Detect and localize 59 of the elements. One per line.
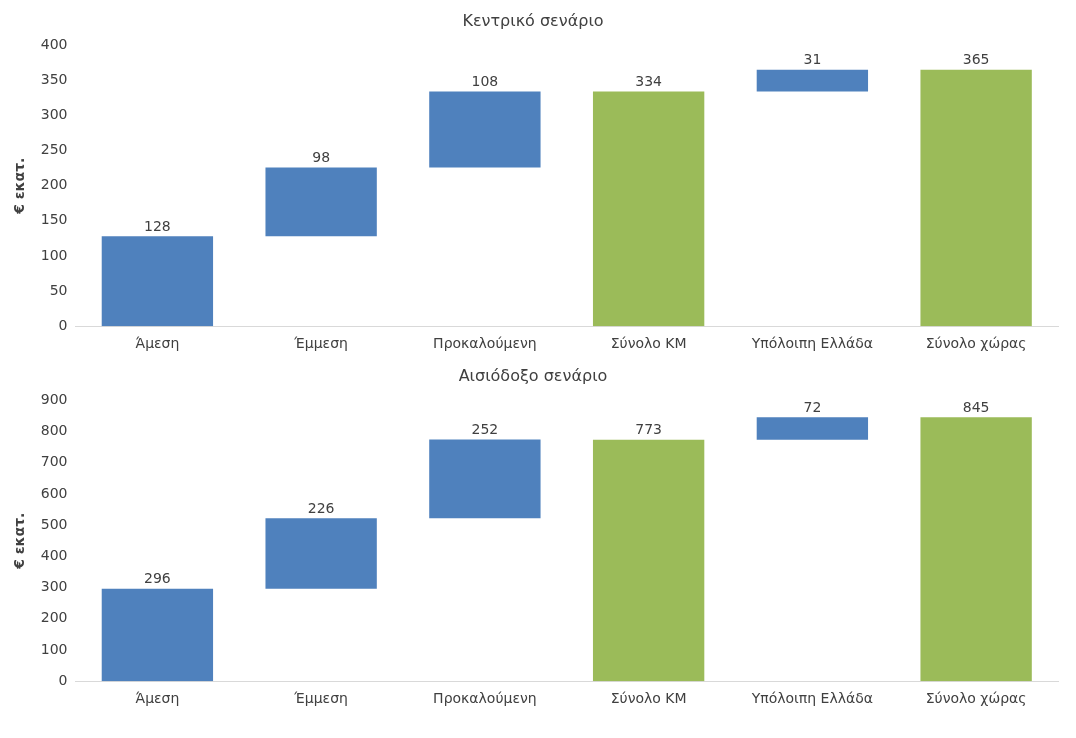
y-axis-title: € εκατ.: [11, 157, 28, 215]
bar: [429, 91, 541, 168]
y-tick-label: 200: [40, 609, 68, 626]
y-tick-label: 600: [40, 484, 68, 501]
y-tick-label: 250: [40, 141, 68, 158]
x-tick-label: Προκαλούμενη: [433, 335, 537, 352]
x-tick-label: Υπόλοιπη Ελλάδα: [750, 690, 874, 707]
data-label: 773: [635, 421, 662, 438]
y-tick-label: 900: [40, 390, 68, 407]
data-label: 365: [962, 51, 990, 68]
data-label: 252: [471, 421, 499, 438]
bar: [265, 518, 377, 589]
y-tick-label: 500: [40, 515, 68, 532]
y-tick-label: 350: [40, 70, 68, 87]
bar: [920, 417, 1032, 682]
y-tick-label: 800: [40, 422, 68, 439]
x-tick-label: Υπόλοιπη Ελλάδα: [750, 335, 874, 352]
bar: [101, 588, 214, 682]
x-tick-label: Σύνολο χώρας: [925, 690, 1027, 707]
data-label: 226: [307, 499, 335, 516]
x-tick-label: Προκαλούμενη: [433, 690, 537, 707]
bar: [592, 91, 705, 327]
x-tick-label: Σύνολο ΚΜ: [610, 335, 687, 352]
bar: [429, 439, 541, 519]
y-tick-label: 150: [40, 211, 68, 228]
x-tick-label: Άμεση: [135, 335, 180, 352]
bar: [592, 439, 705, 682]
x-tick-label: Σύνολο χώρας: [925, 335, 1027, 352]
y-tick-label: 0: [58, 671, 68, 688]
x-tick-label: Άμεση: [135, 690, 180, 707]
y-tick-label: 200: [40, 176, 68, 193]
y-tick-label: 100: [40, 640, 68, 657]
y-tick-label: 300: [40, 578, 68, 595]
y-tick-label: 50: [49, 281, 68, 298]
data-label: 31: [803, 51, 822, 68]
y-tick-label: 300: [40, 106, 68, 123]
bar: [756, 69, 869, 92]
data-label: 128: [144, 217, 171, 234]
y-tick-label: 400: [40, 35, 68, 52]
y-tick-label: 400: [40, 546, 68, 563]
y-tick-label: 0: [58, 316, 68, 333]
data-label: 334: [635, 73, 663, 90]
x-tick-label: Έμμεση: [293, 335, 348, 352]
x-tick-label: Σύνολο ΚΜ: [610, 690, 687, 707]
data-label: 72: [803, 399, 822, 416]
bar: [756, 417, 869, 440]
bar: [265, 167, 377, 237]
data-label: 296: [144, 570, 171, 587]
y-tick-label: 100: [40, 246, 68, 263]
y-tick-label: 700: [40, 453, 68, 470]
data-label: 108: [471, 73, 499, 90]
chart-title: Αισιόδοξο σενάριο: [458, 365, 608, 385]
x-tick-label: Έμμεση: [293, 690, 348, 707]
y-axis-title: € εκατ.: [11, 512, 28, 570]
data-label: 98: [312, 149, 331, 166]
data-label: 845: [962, 399, 990, 416]
chart-title: Κεντρικό σενάριο: [462, 10, 604, 30]
bar: [920, 69, 1032, 327]
bar: [101, 236, 214, 327]
